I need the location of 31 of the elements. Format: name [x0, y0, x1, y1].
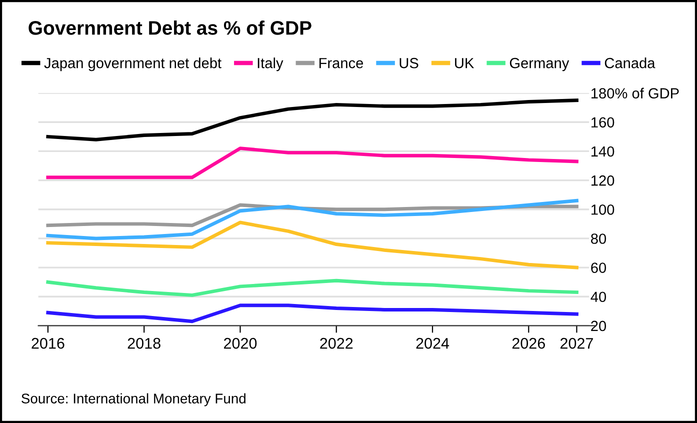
legend-label: Japan government net debt [44, 58, 222, 72]
line-series [46, 278, 578, 297]
source-note: Source: International Monetary Fund [22, 393, 246, 406]
legend-label: Germany [510, 58, 570, 72]
x-tick-label: 2024 [416, 338, 450, 349]
y-tick-label: 20 [591, 320, 606, 332]
x-tick-label: 2026 [512, 338, 545, 349]
legend-label: UK [455, 58, 474, 68]
y-tick-label: 140 [591, 146, 614, 157]
line-series [46, 304, 578, 324]
x-tick-label: 2022 [320, 338, 353, 349]
y-tick-label: 80 [591, 234, 606, 244]
y-tick-label: 120 [591, 175, 614, 186]
line-series [46, 220, 578, 270]
x-tick-label: 2027 [560, 338, 593, 349]
legend-label: Italy [258, 58, 284, 72]
y-tick-label: 180% of GDP [591, 88, 679, 98]
y-tick-label: 60 [591, 262, 606, 273]
chart-title: Government Debt as % of GDP [28, 20, 312, 35]
x-tick-label: 2018 [128, 338, 160, 349]
line-series [46, 146, 578, 180]
legend-label: France [319, 58, 364, 68]
y-tick-label: 100 [591, 204, 614, 215]
legend-label: US [400, 58, 418, 68]
y-tick-label: 40 [590, 292, 606, 302]
line-series [46, 98, 578, 142]
x-tick-label: 2020 [224, 338, 257, 349]
x-tick-label: 2016 [32, 338, 64, 349]
y-tick-label: 160 [591, 117, 614, 128]
line-series [46, 198, 578, 240]
legend-label: Canada [604, 58, 656, 68]
